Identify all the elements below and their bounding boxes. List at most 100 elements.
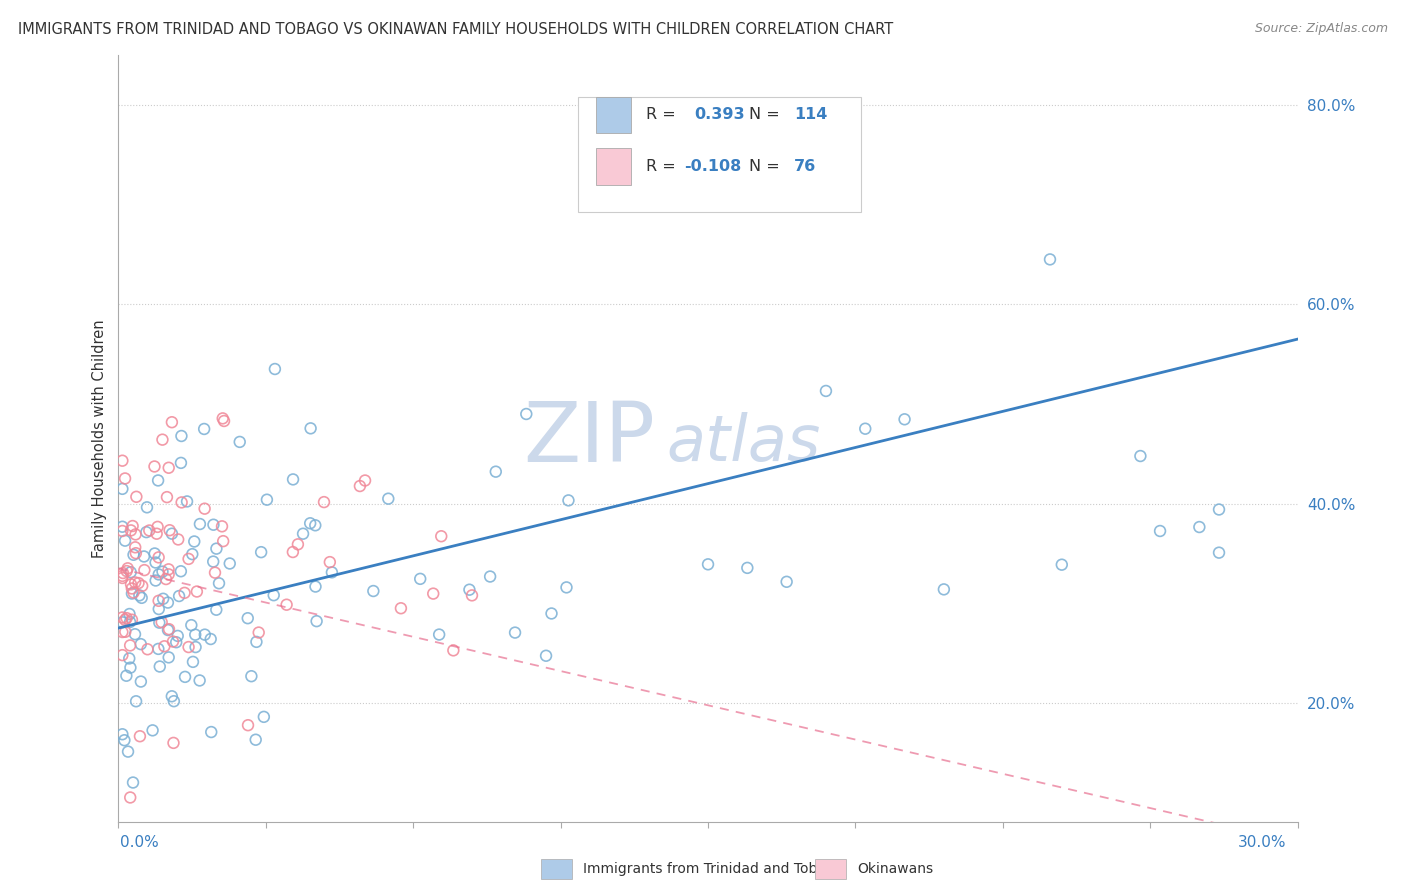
Point (430, 529, 453, 543)
Text: atlas: atlas (666, 411, 821, 474)
Point (152, 433, 174, 447)
Point (176, 494, 198, 508)
Point (218, 557, 240, 571)
Point (276, 598, 298, 612)
Text: R =: R = (645, 107, 675, 122)
Point (114, 471, 136, 485)
FancyBboxPatch shape (578, 97, 862, 212)
Point (120, 577, 142, 591)
Point (1039, 252, 1062, 267)
Point (299, 421, 322, 435)
Point (156, 490, 179, 504)
Point (120, 790, 142, 805)
Point (212, 414, 235, 428)
Point (152, 591, 174, 606)
Point (131, 579, 153, 593)
Point (134, 563, 156, 577)
Point (115, 611, 138, 625)
Point (148, 602, 170, 616)
Text: N =: N = (749, 107, 780, 122)
Text: 30.0%: 30.0% (1239, 836, 1286, 850)
Text: Source: ZipAtlas.com: Source: ZipAtlas.com (1254, 22, 1388, 36)
Text: Okinawans: Okinawans (858, 862, 934, 876)
Point (145, 556, 167, 570)
Point (148, 567, 170, 582)
Text: 114: 114 (794, 107, 828, 122)
Point (166, 629, 188, 643)
Point (111, 520, 134, 534)
Point (149, 659, 172, 673)
Point (170, 456, 193, 470)
Point (1208, 502, 1230, 516)
Point (177, 552, 200, 566)
Point (160, 415, 183, 429)
Point (120, 660, 142, 674)
Point (150, 615, 173, 629)
Point (120, 639, 142, 653)
Point (167, 589, 190, 603)
Point (1188, 520, 1211, 534)
Point (200, 632, 222, 646)
Point (1208, 546, 1230, 560)
Point (422, 586, 444, 600)
Point (299, 516, 322, 531)
Point (208, 576, 231, 591)
Point (125, 490, 148, 504)
Point (157, 460, 180, 475)
Text: IMMIGRANTS FROM TRINIDAD AND TOBAGO VS OKINAWAN FAMILY HOUSEHOLDS WITH CHILDREN : IMMIGRANTS FROM TRINIDAD AND TOBAGO VS O… (18, 22, 894, 37)
Point (893, 412, 915, 426)
Point (114, 624, 136, 639)
Text: ZIP: ZIP (523, 398, 655, 479)
Point (304, 518, 326, 533)
Point (115, 669, 138, 683)
Point (112, 733, 135, 747)
Point (111, 524, 134, 538)
Point (205, 541, 228, 556)
Point (229, 434, 252, 449)
Point (211, 411, 233, 425)
Point (188, 673, 211, 688)
Point (129, 674, 152, 689)
Point (1149, 524, 1171, 538)
Point (157, 650, 180, 665)
Point (135, 525, 157, 540)
Point (111, 625, 134, 640)
Point (256, 492, 278, 507)
Point (118, 607, 141, 621)
Point (515, 407, 537, 421)
Point (181, 547, 204, 561)
Point (148, 550, 170, 565)
Point (122, 548, 145, 562)
Point (136, 500, 159, 515)
Point (162, 634, 184, 648)
Point (146, 520, 169, 534)
Point (321, 566, 343, 580)
Point (312, 495, 335, 509)
Point (111, 727, 134, 741)
Point (281, 545, 304, 559)
Point (205, 603, 228, 617)
Point (156, 596, 179, 610)
Point (292, 526, 315, 541)
Point (132, 549, 155, 564)
Point (129, 637, 152, 651)
Point (479, 569, 502, 583)
Point (111, 615, 134, 630)
Point (287, 537, 309, 551)
Point (170, 429, 193, 443)
Point (441, 643, 464, 657)
Point (697, 558, 720, 572)
Point (354, 474, 377, 488)
Point (253, 710, 276, 724)
Point (131, 591, 153, 605)
Point (125, 546, 148, 560)
Point (186, 584, 208, 599)
Point (250, 545, 273, 559)
Point (775, 574, 797, 589)
Point (177, 640, 200, 654)
Point (118, 651, 141, 665)
Point (121, 519, 143, 533)
Point (136, 642, 159, 657)
Point (170, 495, 193, 509)
Point (557, 493, 579, 508)
